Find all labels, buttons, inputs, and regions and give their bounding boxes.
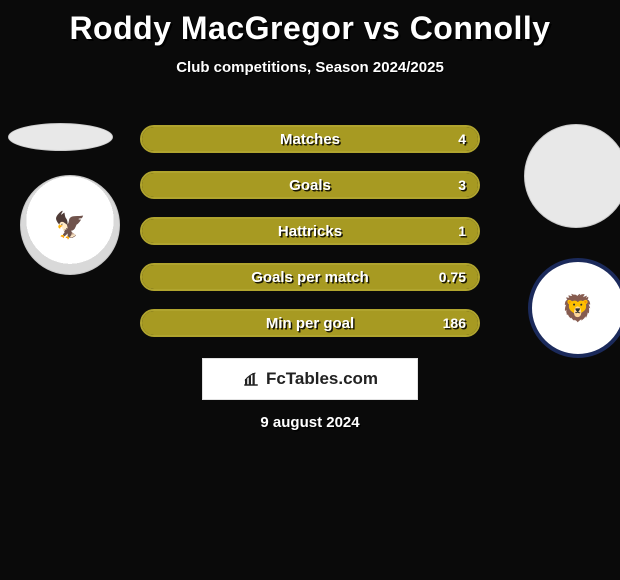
stat-bar-label: Matches	[280, 131, 340, 148]
stat-bar-value-right: 4	[458, 131, 466, 147]
brand-badge: FcTables.com	[202, 358, 418, 400]
bar-chart-icon	[242, 370, 260, 388]
stat-bar: Hattricks 1	[140, 217, 480, 245]
crest-left-icon: 🦅	[54, 210, 86, 241]
stat-bar-value-right: 3	[458, 177, 466, 193]
stat-bar-label: Goals per match	[251, 269, 369, 286]
stat-bar: Matches 4	[140, 125, 480, 153]
stat-bar: Goals 3	[140, 171, 480, 199]
stat-bar-label: Hattricks	[278, 223, 342, 240]
brand-text: FcTables.com	[266, 369, 378, 389]
page-title: Roddy MacGregor vs Connolly	[0, 0, 620, 47]
player-left-avatar	[8, 123, 113, 151]
crest-right-icon: 🦁	[562, 293, 594, 324]
stat-bar: Goals per match 0.75	[140, 263, 480, 291]
date-label: 9 august 2024	[0, 414, 620, 431]
subtitle: Club competitions, Season 2024/2025	[0, 59, 620, 76]
crest-right: 🦁	[528, 258, 620, 358]
stat-bar-value-right: 0.75	[439, 269, 466, 285]
player-right-avatar	[524, 124, 620, 228]
stat-bar-label: Min per goal	[266, 315, 354, 332]
stats-bars: Matches 4 Goals 3 Hattricks 1 Goals per match 0…	[140, 125, 480, 355]
stat-bar-value-right: 1	[458, 223, 466, 239]
crest-left: 🦅	[20, 175, 120, 275]
stat-bar-label: Goals	[289, 177, 331, 194]
stat-bar: Min per goal 186	[140, 309, 480, 337]
stat-bar-value-right: 186	[443, 315, 466, 331]
